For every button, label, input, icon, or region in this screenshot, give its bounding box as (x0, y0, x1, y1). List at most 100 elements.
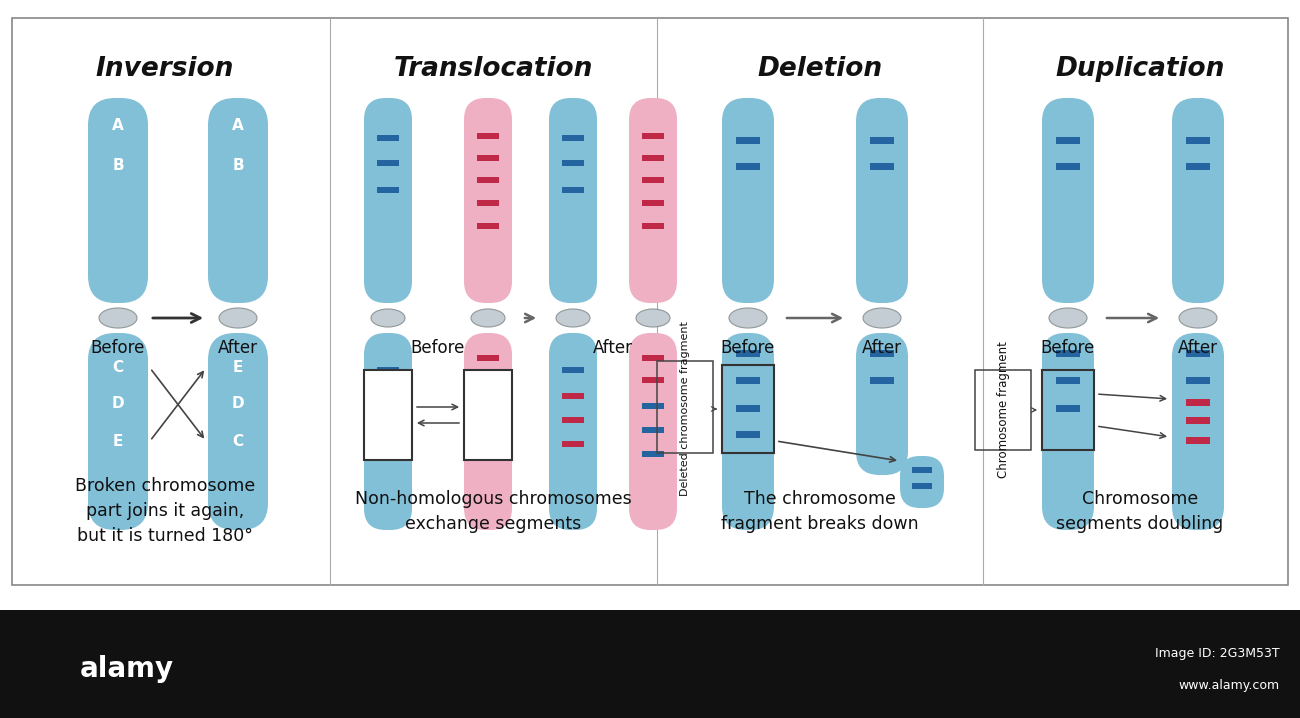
Ellipse shape (636, 309, 670, 327)
Text: D: D (112, 396, 125, 411)
Bar (477, 133, 499, 139)
Bar (736, 404, 760, 411)
Bar (1043, 370, 1095, 450)
Bar (1056, 136, 1080, 144)
FancyBboxPatch shape (208, 98, 268, 303)
Bar (642, 377, 664, 383)
FancyBboxPatch shape (208, 333, 268, 530)
Ellipse shape (370, 309, 406, 327)
Text: Image ID: 2G3M53T: Image ID: 2G3M53T (1156, 647, 1280, 660)
FancyBboxPatch shape (88, 333, 148, 530)
Bar (1186, 162, 1210, 169)
FancyBboxPatch shape (464, 333, 512, 530)
Ellipse shape (99, 308, 136, 328)
Bar (562, 393, 584, 399)
FancyBboxPatch shape (1173, 98, 1225, 303)
Text: C: C (233, 434, 243, 449)
Ellipse shape (218, 308, 257, 328)
Bar (1186, 437, 1210, 444)
Text: Duplication: Duplication (1056, 56, 1225, 82)
FancyBboxPatch shape (364, 333, 412, 530)
Bar (722, 365, 774, 453)
Bar (377, 367, 399, 373)
Bar (913, 483, 932, 489)
Bar (477, 223, 499, 229)
Bar (1056, 162, 1080, 169)
Bar (736, 350, 760, 357)
Text: Non-homologous chromosomes
exchange segments: Non-homologous chromosomes exchange segm… (355, 490, 632, 533)
Bar (1186, 350, 1210, 357)
FancyBboxPatch shape (629, 333, 677, 530)
Bar (736, 136, 760, 144)
Bar (477, 155, 499, 161)
Bar (642, 355, 664, 361)
Bar (870, 162, 894, 169)
Bar (1056, 376, 1080, 383)
Bar (377, 135, 399, 141)
Bar (562, 367, 584, 373)
Bar (377, 419, 399, 425)
Text: The chromosome
fragment breaks down: The chromosome fragment breaks down (722, 490, 919, 533)
Bar (377, 187, 399, 193)
FancyBboxPatch shape (855, 333, 907, 475)
Ellipse shape (471, 309, 504, 327)
Bar (477, 177, 499, 183)
Bar (0, 610, 1300, 718)
Bar (477, 377, 499, 383)
FancyBboxPatch shape (464, 98, 512, 303)
Text: E: E (233, 360, 243, 376)
Bar (1056, 404, 1080, 411)
Text: A: A (233, 118, 244, 134)
Text: Chromosome
segments doubling: Chromosome segments doubling (1057, 490, 1223, 533)
Text: Before: Before (91, 339, 146, 357)
Ellipse shape (556, 309, 590, 327)
Text: After: After (218, 339, 257, 357)
Text: B: B (112, 159, 124, 174)
Ellipse shape (729, 308, 767, 328)
FancyBboxPatch shape (549, 333, 597, 530)
FancyBboxPatch shape (549, 98, 597, 303)
Bar (477, 355, 499, 361)
Bar (477, 200, 499, 206)
Text: B: B (233, 159, 244, 174)
FancyBboxPatch shape (364, 98, 412, 303)
Text: Translocation: Translocation (394, 56, 593, 82)
Text: Before: Before (1041, 339, 1095, 357)
Text: Before: Before (720, 339, 775, 357)
Text: After: After (593, 339, 633, 357)
FancyBboxPatch shape (629, 98, 677, 303)
Text: Inversion: Inversion (96, 56, 234, 82)
Text: After: After (862, 339, 902, 357)
Bar (364, 370, 412, 460)
Bar (562, 135, 584, 141)
Bar (377, 393, 399, 399)
FancyBboxPatch shape (1043, 98, 1095, 303)
FancyBboxPatch shape (1043, 333, 1095, 530)
Ellipse shape (863, 308, 901, 328)
Bar (562, 160, 584, 166)
Bar (736, 162, 760, 169)
Bar (477, 399, 499, 405)
Bar (1186, 416, 1210, 424)
Bar (477, 443, 499, 449)
Bar (870, 376, 894, 383)
Text: D: D (231, 396, 244, 411)
Bar (642, 223, 664, 229)
Text: Chromosome fragment: Chromosome fragment (997, 342, 1010, 478)
Bar (736, 431, 760, 437)
Text: alamy: alamy (81, 656, 174, 684)
Bar (642, 177, 664, 183)
Bar (1186, 136, 1210, 144)
Bar (562, 441, 584, 447)
FancyBboxPatch shape (88, 98, 148, 303)
Ellipse shape (1179, 308, 1217, 328)
Bar (1186, 398, 1210, 406)
Bar (642, 200, 664, 206)
Text: E: E (113, 434, 124, 449)
Bar (12, 18, 1288, 585)
FancyBboxPatch shape (900, 456, 944, 508)
Bar (656, 361, 712, 453)
FancyBboxPatch shape (722, 98, 774, 303)
Text: Broken chromosome
part joins it again,
but it is turned 180°: Broken chromosome part joins it again, b… (75, 477, 255, 545)
FancyBboxPatch shape (722, 333, 774, 530)
